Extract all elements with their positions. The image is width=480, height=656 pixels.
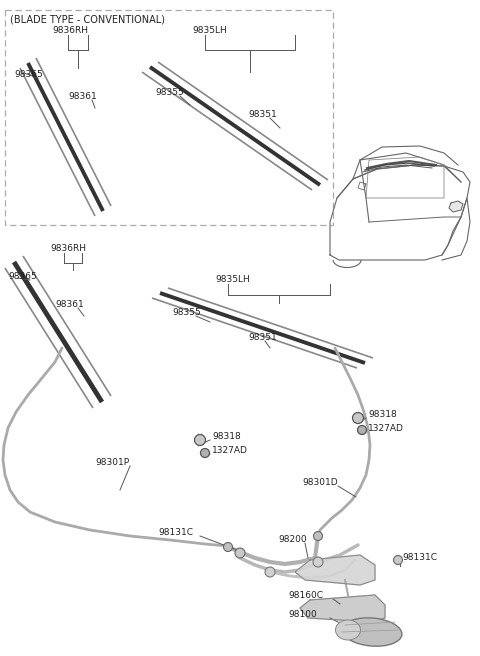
- Circle shape: [313, 557, 323, 567]
- Circle shape: [194, 434, 205, 445]
- Text: 98361: 98361: [68, 92, 97, 101]
- Text: 98365: 98365: [14, 70, 43, 79]
- Text: 98131C: 98131C: [158, 528, 193, 537]
- Text: 98318: 98318: [212, 432, 241, 441]
- Circle shape: [358, 426, 367, 434]
- Circle shape: [394, 556, 403, 565]
- Text: 98361: 98361: [55, 300, 84, 309]
- Text: 9836RH: 9836RH: [50, 244, 86, 253]
- Text: 98365: 98365: [8, 272, 37, 281]
- Text: (BLADE TYPE - CONVENTIONAL): (BLADE TYPE - CONVENTIONAL): [10, 15, 165, 25]
- Text: 98131C: 98131C: [402, 553, 437, 562]
- Circle shape: [313, 531, 323, 541]
- Polygon shape: [295, 555, 375, 585]
- Circle shape: [235, 548, 245, 558]
- Text: 9835LH: 9835LH: [192, 26, 227, 35]
- Circle shape: [265, 567, 275, 577]
- Text: 98301P: 98301P: [95, 458, 129, 467]
- Circle shape: [201, 449, 209, 457]
- Ellipse shape: [336, 620, 360, 640]
- Polygon shape: [449, 201, 463, 212]
- Text: 1327AD: 1327AD: [368, 424, 404, 433]
- Text: 9835LH: 9835LH: [215, 275, 250, 284]
- Ellipse shape: [342, 618, 402, 646]
- Text: 98351: 98351: [248, 333, 277, 342]
- Circle shape: [352, 413, 363, 424]
- Text: 98301D: 98301D: [302, 478, 337, 487]
- Text: 98351: 98351: [248, 110, 277, 119]
- Text: 98355: 98355: [172, 308, 201, 317]
- Bar: [5, 10, 333, 225]
- Text: 98200: 98200: [278, 535, 307, 544]
- Text: 1327AD: 1327AD: [212, 446, 248, 455]
- Text: 98100: 98100: [288, 610, 317, 619]
- Circle shape: [224, 543, 232, 552]
- Text: 98160C: 98160C: [288, 591, 323, 600]
- Text: 9836RH: 9836RH: [52, 26, 88, 35]
- Text: 98355: 98355: [155, 88, 184, 97]
- Polygon shape: [300, 595, 385, 622]
- Text: 98318: 98318: [368, 410, 397, 419]
